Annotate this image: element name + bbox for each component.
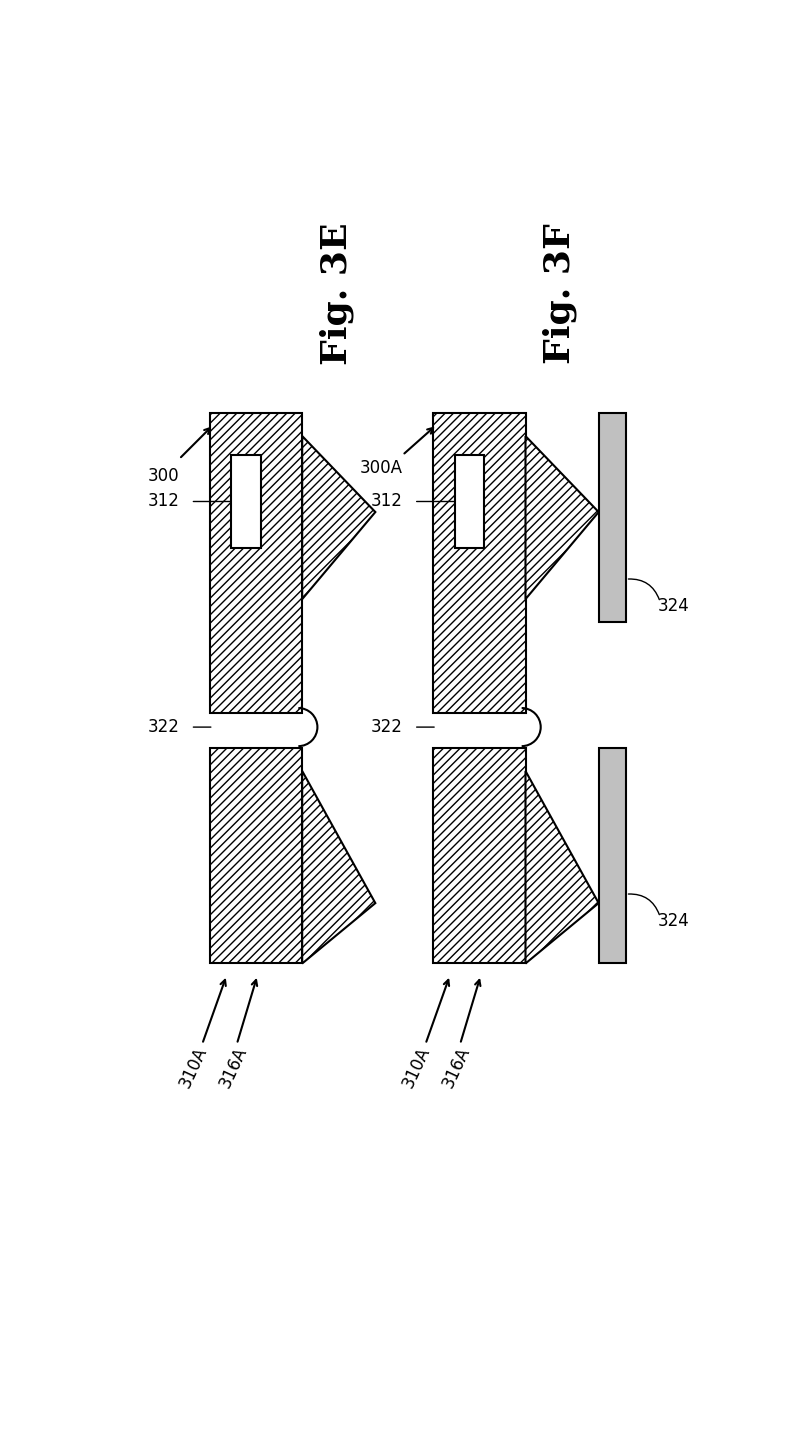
Polygon shape — [526, 771, 598, 964]
Text: 310A: 310A — [175, 1044, 210, 1090]
Bar — [598, 748, 626, 964]
Bar — [210, 748, 302, 964]
Text: Fig. 3E: Fig. 3E — [320, 222, 354, 364]
Bar — [433, 748, 526, 964]
Text: 316A: 316A — [439, 1044, 474, 1090]
Bar — [231, 456, 261, 547]
Bar — [454, 456, 484, 547]
Text: 322: 322 — [148, 719, 179, 736]
Text: 322: 322 — [371, 719, 403, 736]
Polygon shape — [302, 436, 375, 600]
Text: 300A: 300A — [359, 459, 402, 478]
Bar — [598, 412, 626, 621]
Text: 316A: 316A — [216, 1044, 250, 1090]
Text: 324: 324 — [658, 597, 690, 616]
Bar — [210, 412, 302, 713]
Polygon shape — [526, 436, 598, 600]
Text: Fig. 3F: Fig. 3F — [543, 224, 578, 364]
Bar — [433, 412, 526, 713]
Text: 312: 312 — [148, 492, 179, 511]
Polygon shape — [302, 771, 375, 964]
Text: 300: 300 — [148, 468, 179, 485]
Text: 312: 312 — [371, 492, 403, 511]
Text: 324: 324 — [658, 912, 690, 931]
Text: 310A: 310A — [399, 1044, 434, 1090]
